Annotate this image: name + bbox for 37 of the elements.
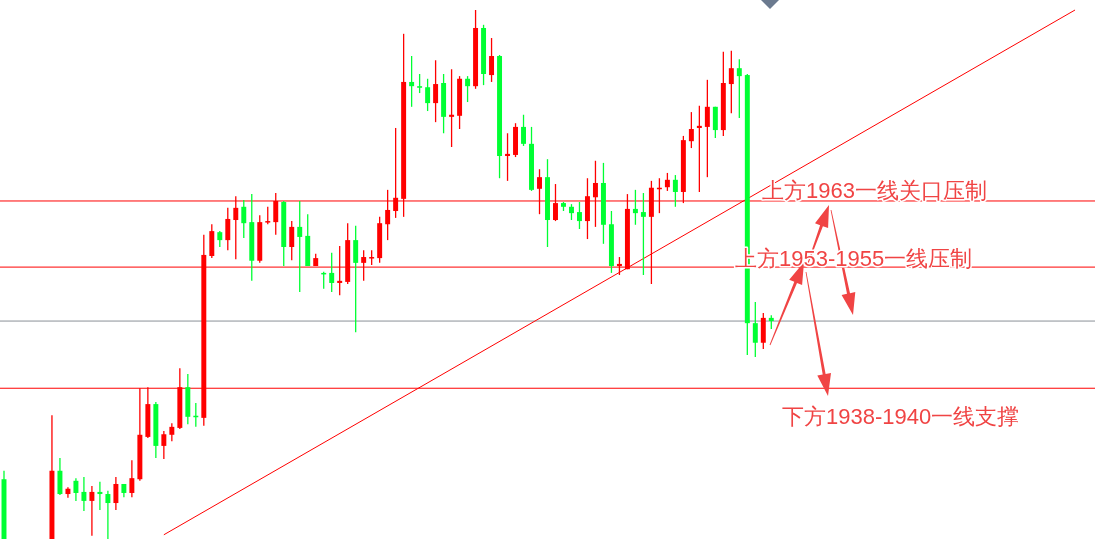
candlestick — [297, 200, 303, 293]
candlestick — [688, 111, 694, 149]
candlestick — [417, 73, 423, 94]
candlestick — [505, 132, 511, 182]
candlestick — [241, 199, 247, 239]
candlestick — [632, 189, 638, 226]
candlestick — [712, 106, 718, 139]
candlestick — [728, 50, 734, 114]
candlestick — [57, 457, 63, 496]
candlestick — [489, 37, 495, 83]
candlestick — [433, 59, 439, 123]
candlestick — [89, 485, 95, 537]
candlestick — [97, 481, 103, 511]
candlestick — [289, 220, 295, 261]
candlestick — [752, 301, 758, 358]
candlestick — [576, 201, 582, 230]
candlestick — [696, 105, 702, 193]
candlestick — [129, 459, 135, 498]
candlestick — [704, 79, 710, 178]
candlestick — [425, 78, 431, 112]
candlestick — [353, 225, 359, 333]
candlestick — [161, 430, 167, 460]
candlestick — [73, 477, 79, 502]
candlestick — [521, 114, 526, 147]
candlestick — [672, 174, 678, 208]
candlestick — [105, 490, 111, 539]
candlestick — [640, 192, 646, 276]
candlestick — [449, 68, 455, 148]
candlestick — [465, 75, 471, 103]
candlestick — [329, 252, 335, 293]
candlestick — [736, 58, 742, 119]
candlestick — [225, 207, 231, 251]
candlestick — [113, 476, 119, 511]
candlestick — [81, 476, 87, 512]
annotation: 上方1963一线关口压制 — [762, 178, 987, 203]
annotation: 下方1938-1940一线支撑 — [782, 404, 1020, 429]
candlestick — [409, 55, 415, 108]
